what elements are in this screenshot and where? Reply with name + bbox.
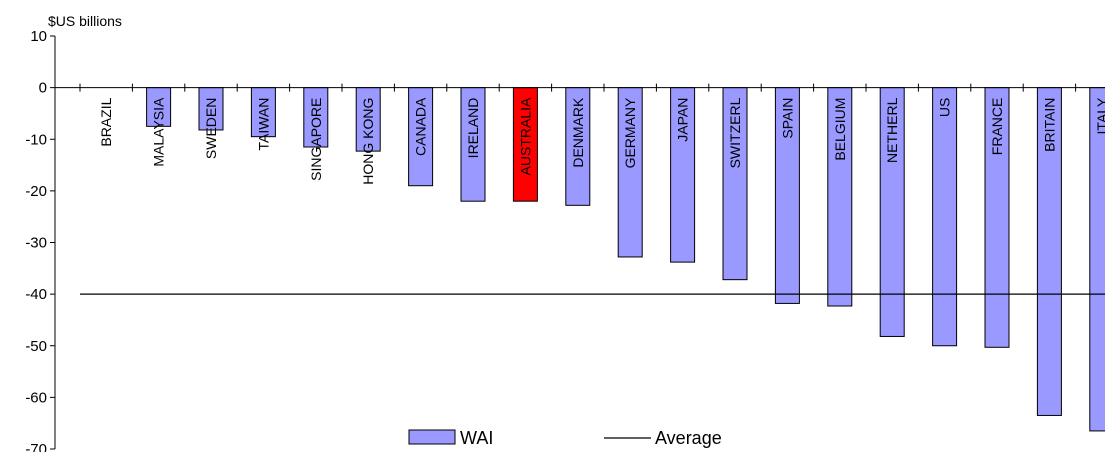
category-label-canada: CANADA [413, 97, 429, 156]
y-tick-label: 10 [30, 28, 47, 45]
category-label-ireland: IRELAND [465, 98, 481, 159]
bar-taiwan [250, 87, 276, 138]
category-label-japan: JAPAN [675, 98, 691, 142]
y-tick-label: 0 [39, 80, 47, 97]
category-label-brazil: BRAZIL [98, 97, 114, 146]
category-labels: BRAZIL MALAYSIA SWEDEN TAIWAN SINGAPORE HONG … [98, 97, 1105, 185]
category-label-malaysia: MALAYSIA [151, 97, 167, 167]
x-axis [55, 83, 1105, 92]
category-label-singapore: SINGAPORE [308, 98, 324, 181]
category-label-australia: AUSTRALIA [517, 97, 533, 175]
y-tick-label: -40 [25, 286, 47, 303]
bar-italy [1089, 87, 1105, 432]
legend-label-average: Average [655, 428, 722, 448]
category-label-britain: BRITAIN [1041, 98, 1057, 152]
bar-canada [408, 87, 434, 187]
legend-swatch-wai [408, 429, 456, 445]
bar-germany [617, 87, 643, 258]
bar-japan [670, 87, 696, 263]
bar-france [984, 87, 1010, 348]
category-label-italy: ITALY [1094, 97, 1105, 134]
category-label-us: US [937, 98, 953, 117]
category-label-belgium: BELGIUM [832, 98, 848, 161]
category-label-netherl: NETHERL [884, 97, 900, 163]
category-label-germany: GERMANY [622, 97, 638, 168]
bar-hong-kong [355, 87, 381, 152]
bar-spain [774, 87, 800, 304]
y-axis-label: $US billions [48, 13, 122, 29]
category-label-spain: SPAIN [779, 98, 795, 139]
category-label-hong-kong: HONG KONG [360, 98, 376, 185]
legend-label-wai: WAI [460, 428, 493, 448]
legend: WAI Average [408, 428, 722, 448]
y-tick-label: -20 [25, 183, 47, 200]
bar-australia [512, 87, 538, 202]
category-label-france: FRANCE [989, 98, 1005, 156]
bar-us [932, 87, 958, 347]
y-tick-label: -70 [25, 441, 47, 452]
y-axis: 10 0 -10 -20 -30 -40 -50 -60 -70 [25, 28, 56, 452]
y-tick-label: -60 [25, 389, 47, 406]
bar-ireland [460, 87, 486, 202]
bar-switzerl [722, 87, 748, 281]
y-tick-label: -50 [25, 338, 47, 355]
category-label-denmark: DENMARK [570, 97, 586, 168]
category-label-taiwan: TAIWAN [255, 98, 271, 151]
category-label-sweden: SWEDEN [203, 98, 219, 159]
y-tick-label: -10 [25, 131, 47, 148]
bar-denmark [565, 87, 591, 206]
y-tick-label: -30 [25, 235, 47, 252]
category-label-switzerl: SWITZERL [727, 97, 743, 168]
bar-singapore [303, 87, 329, 148]
